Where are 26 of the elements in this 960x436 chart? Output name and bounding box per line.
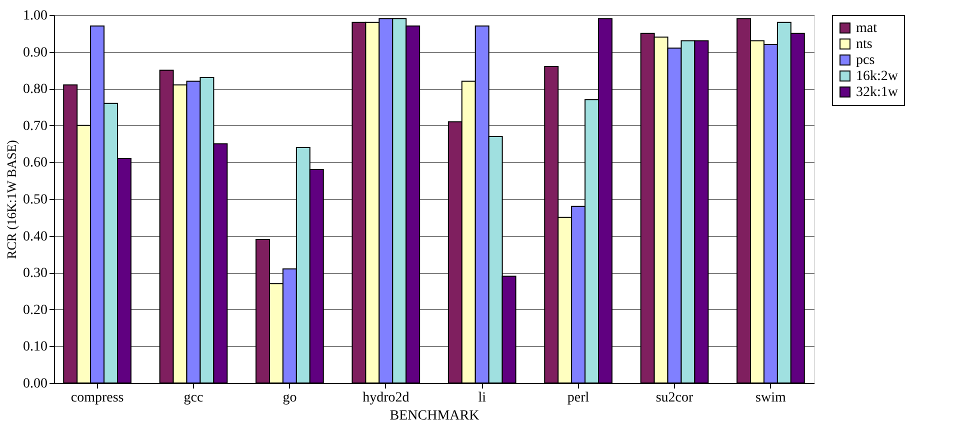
y-tick-label: 0.50	[23, 192, 48, 208]
x-tick-label: compress	[70, 390, 124, 406]
y-tick-label: 1.00	[23, 8, 48, 24]
y-tick-label: 0.60	[23, 156, 48, 171]
legend-label: nts	[856, 37, 872, 52]
y-tick-label: 0.20	[23, 302, 48, 318]
x-tick-label: li	[478, 390, 486, 406]
y-tick-label: 0.00	[23, 376, 48, 392]
x-tick-label: go	[282, 390, 297, 406]
y-tick-label: 0.30	[23, 266, 48, 282]
x-tick-label: hydro2d	[362, 390, 410, 406]
y-tick-label: 0.80	[23, 82, 48, 98]
y-tick-label: 0.40	[23, 229, 48, 244]
x-tick-label: perl	[567, 390, 590, 406]
y-tick-label: 0.90	[23, 45, 48, 60]
x-tick-label: gcc	[184, 390, 204, 406]
legend-label: pcs	[856, 53, 875, 68]
x-tick-label: swim	[756, 390, 786, 406]
legend-label: 16k:2w	[856, 69, 899, 84]
x-axis-title: BENCHMARK	[390, 408, 480, 424]
legend-label: 32k:1w	[856, 85, 899, 100]
y-tick-label: 0.70	[23, 118, 48, 134]
x-tick-label: su2cor	[656, 390, 694, 406]
y-tick-label: 0.10	[23, 340, 48, 355]
legend-label: mat	[856, 21, 878, 36]
y-axis-title: RCR (16K:1W BASE)	[4, 140, 19, 259]
